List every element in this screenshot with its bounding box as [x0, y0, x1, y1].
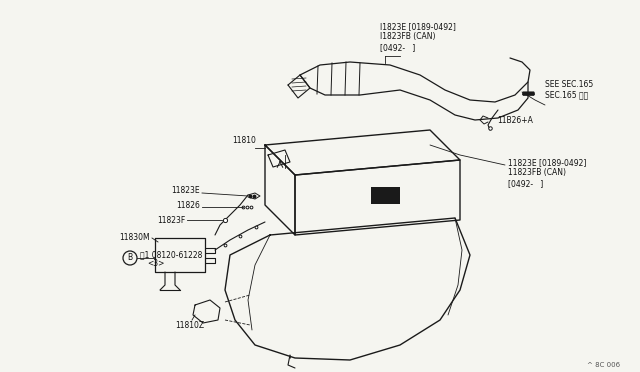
Text: 11826: 11826 — [176, 201, 200, 209]
Text: ⑂1 08120-61228: ⑂1 08120-61228 — [140, 250, 202, 260]
Text: 11830M: 11830M — [120, 232, 150, 241]
Text: 11B26+A: 11B26+A — [497, 115, 533, 125]
Text: ^ 8C 006: ^ 8C 006 — [587, 362, 620, 368]
Text: 11823E [0189-0492]
11823FB (CAN)
[0492-   ]: 11823E [0189-0492] 11823FB (CAN) [0492- … — [508, 158, 586, 188]
Text: 11823F: 11823F — [157, 215, 185, 224]
Text: 11810Z: 11810Z — [175, 321, 204, 330]
Text: 11823E: 11823E — [172, 186, 200, 195]
Text: <3>: <3> — [147, 259, 164, 267]
Text: 11810: 11810 — [232, 135, 256, 144]
Text: SEE SEC.165
SEC.165 参照: SEE SEC.165 SEC.165 参照 — [545, 80, 593, 100]
Text: B: B — [127, 253, 132, 263]
Text: I1823E [0189-0492]
I1823FB (CAN)
[0492-   ]: I1823E [0189-0492] I1823FB (CAN) [0492- … — [380, 22, 456, 52]
